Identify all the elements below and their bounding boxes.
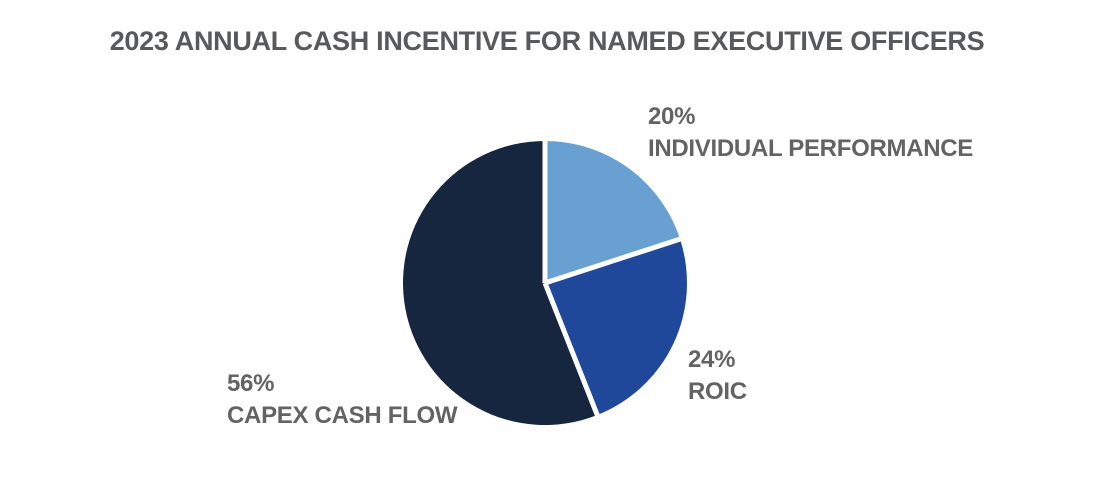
slice-label-capex-cash-flow: 56% CAPEX CASH FLOW bbox=[227, 368, 457, 432]
slice-value-roic: 24% bbox=[688, 346, 736, 373]
slice-name-individual-performance: INDIVIDUAL PERFORMANCE bbox=[648, 135, 973, 162]
pie-slice-separator bbox=[544, 236, 681, 286]
pie-slice-capex-cash-flow bbox=[403, 141, 598, 426]
pie-slice-separator bbox=[542, 282, 600, 416]
slice-name-roic: ROIC bbox=[688, 378, 747, 405]
slice-name-capex-cash-flow: CAPEX CASH FLOW bbox=[227, 402, 458, 429]
slice-value-individual-performance: 20% bbox=[648, 103, 696, 130]
pie-chart bbox=[403, 141, 687, 426]
slice-value-capex-cash-flow: 56% bbox=[227, 370, 275, 397]
slice-label-individual-performance: 20% INDIVIDUAL PERFORMANCE bbox=[648, 101, 973, 165]
chart-title: 2023 ANNUAL CASH INCENTIVE FOR NAMED EXE… bbox=[109, 26, 985, 56]
slice-label-roic: 24% ROIC bbox=[688, 344, 747, 408]
